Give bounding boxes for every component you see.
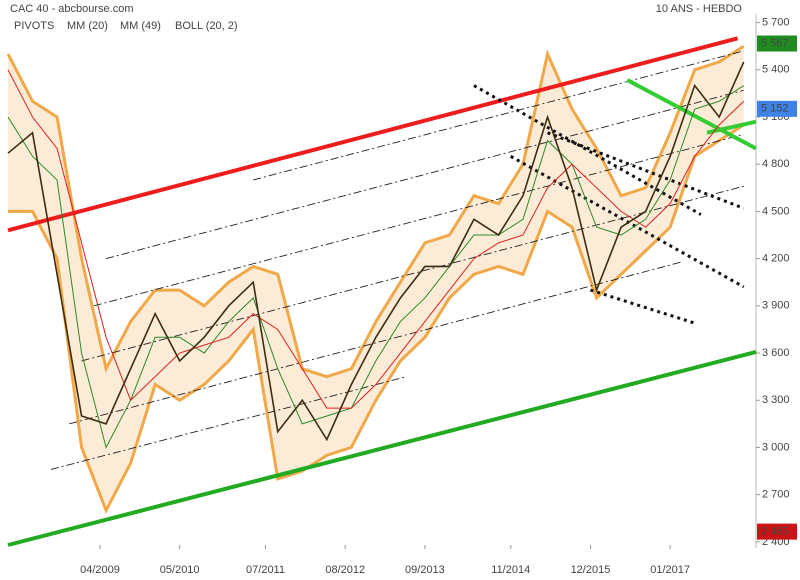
x-tick-label: 04/2009 xyxy=(80,564,120,576)
x-tick-label: 07/2011 xyxy=(246,564,285,576)
x-tick-label: 08/2012 xyxy=(325,564,365,576)
pivot-line xyxy=(81,185,744,362)
x-tick-label: 09/2013 xyxy=(405,564,445,576)
price-line xyxy=(7,61,745,442)
bollinger-lower xyxy=(8,123,745,515)
chart-title: CAC 40 - abcbourse.com xyxy=(10,3,134,15)
price-tag-label: 5 152 xyxy=(761,103,789,115)
price-tag xyxy=(757,100,797,117)
pivot-line xyxy=(93,133,744,307)
y-tick-label: 4 800 xyxy=(762,158,790,170)
trendline xyxy=(510,155,745,289)
pivot-line xyxy=(69,261,683,425)
x-tick-label: 01/2017 xyxy=(650,564,690,576)
trendline xyxy=(547,131,745,210)
price-tag xyxy=(757,35,797,52)
y-tick-label: 3 300 xyxy=(762,394,790,406)
moving-average xyxy=(7,69,745,409)
x-tick-label: 12/2015 xyxy=(571,564,611,576)
legend-entry: MM (20) xyxy=(67,20,108,32)
price-tag-label: 2 465 xyxy=(761,526,789,538)
y-tick-label: 3 900 xyxy=(762,300,790,312)
legend-entry: BOLL (20, 2) xyxy=(175,20,238,32)
y-tick-label: 3 600 xyxy=(762,347,790,359)
trendline xyxy=(7,349,757,547)
trendline xyxy=(626,78,757,151)
price-tag-label: 5 567 xyxy=(761,37,789,49)
pivot-line xyxy=(105,89,744,260)
y-tick-label: 5 400 xyxy=(762,64,790,76)
chart-subtitle: 10 ANS - HEBDO xyxy=(656,3,743,15)
y-tick-label: 2 700 xyxy=(762,489,790,501)
legend-entry: MM (49) xyxy=(120,20,161,32)
y-tick-label: 5 700 xyxy=(762,16,790,28)
trendline xyxy=(473,84,702,216)
bollinger-fill xyxy=(8,46,744,511)
trendline xyxy=(7,36,739,233)
x-tick-label: 11/2014 xyxy=(491,564,530,576)
pivot-line xyxy=(253,50,744,181)
price-tag xyxy=(757,523,797,540)
legend-entry: PIVOTS xyxy=(14,20,54,32)
x-tick-label: 05/2010 xyxy=(160,564,200,576)
y-tick-label: 3 000 xyxy=(762,441,790,453)
bollinger-upper xyxy=(6,44,745,379)
y-tick-label: 4 200 xyxy=(762,253,790,265)
trendline xyxy=(590,288,696,325)
y-tick-label: 4 500 xyxy=(762,205,790,217)
